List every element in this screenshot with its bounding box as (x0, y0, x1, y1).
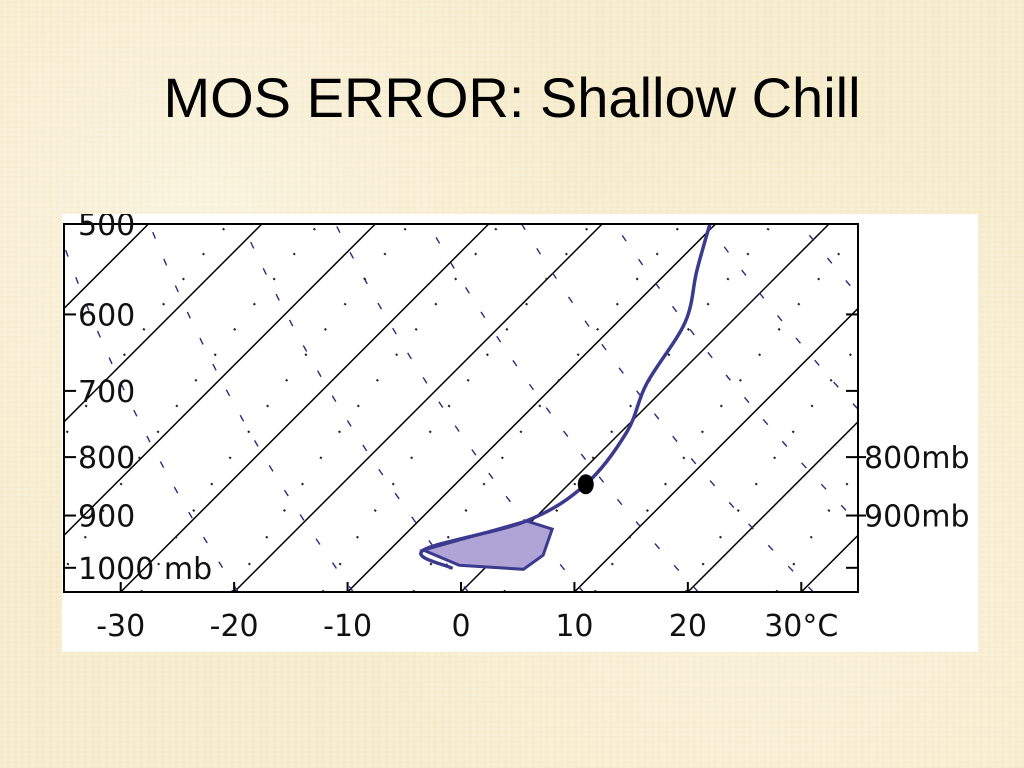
x-tick-label: 20 (669, 609, 707, 644)
dry-adiabat-line (64, 243, 239, 592)
x-tick-label: -10 (323, 609, 372, 644)
isotherm-line (347, 224, 717, 592)
y-tick-label: 900 (78, 500, 135, 535)
mixing-ratio-line (958, 224, 978, 592)
y-tick-label: 1000 mb (78, 552, 212, 587)
y-tick-label: 600 (78, 298, 135, 333)
temperature-profile-line (419, 224, 712, 570)
x-tick-label: 10 (555, 609, 593, 644)
dry-adiabat-line (707, 224, 858, 411)
mixing-ratio-line (867, 224, 978, 592)
x-tick-label: -20 (210, 609, 259, 644)
isotherm-line (800, 534, 858, 592)
y-tick-label: 800 (78, 441, 135, 476)
skewt-chart: 500 600 700 800 900 1000 mb -30 -20 -10 0 10 20 30°C… (63, 214, 978, 644)
y-tick-label: 500 (78, 214, 135, 243)
isotherm-line (64, 224, 149, 310)
dry-adiabat-line (800, 224, 858, 297)
dry-adiabat-line (521, 224, 814, 592)
x-tick-label: -30 (96, 609, 145, 644)
x-tick-label: 0 (451, 609, 470, 644)
x-tick-label: 30°C (764, 609, 838, 644)
isotherm-line (233, 224, 603, 592)
slide-title: MOS ERROR: Shallow Chill (163, 66, 861, 129)
dry-adiabat-line (614, 224, 858, 524)
isotherm-line (120, 224, 490, 592)
reference-level-label: 800mb (864, 441, 970, 476)
level-marker (577, 474, 594, 495)
isotherm-line (64, 224, 376, 537)
dry-adiabat-line (148, 224, 354, 592)
reference-level-label: 900mb (864, 500, 970, 535)
isotherm-line (687, 420, 858, 592)
dry-adiabat-line (894, 224, 978, 592)
y-tick-label: 700 (78, 375, 135, 410)
skewt-chart-panel: 500 600 700 800 900 1000 mb -30 -20 -10 0 10 20 30°C… (62, 214, 978, 652)
dry-adiabat-line (427, 224, 699, 592)
isotherm-line (64, 224, 263, 423)
mixing-ratio-line (775, 466, 858, 592)
isotherm-line (573, 307, 858, 592)
